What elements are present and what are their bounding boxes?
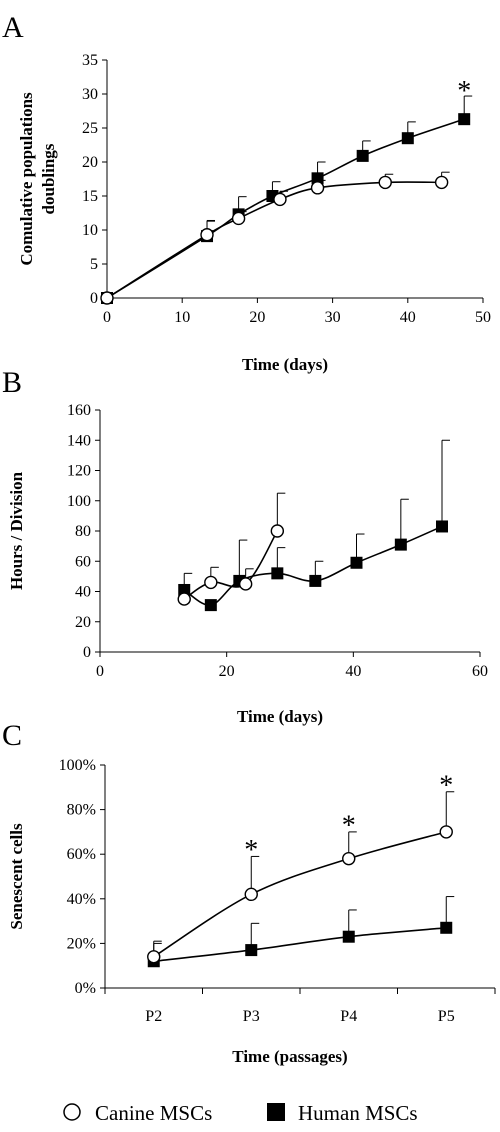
y-tick-label: 80 [75, 523, 91, 540]
significance-star: * [342, 811, 356, 842]
x-tick-label: 20 [249, 309, 265, 326]
y-tick-label: 30 [82, 86, 98, 103]
y-axis-label: Hours / Division [7, 471, 26, 590]
data-point-human [204, 599, 217, 612]
x-tick-label: 0 [103, 309, 111, 326]
y-tick-label: 160 [67, 402, 91, 419]
x-tick-label: P4 [340, 1008, 357, 1025]
y-tick-label: 35 [82, 52, 98, 69]
y-tick-label: 0 [90, 290, 98, 307]
panel-letter-b: B [2, 366, 22, 399]
data-point-human [440, 921, 453, 934]
data-point-canine [342, 851, 356, 866]
y-tick-label: 100 [67, 493, 91, 510]
series-line-human [106, 118, 465, 299]
data-point-canine [177, 592, 191, 606]
x-tick-label: 20 [219, 663, 235, 680]
chart-panel-c: 0% 20% 40% 60% 80% 100% P2 P3 P4 P5 Time (passages… [7, 757, 496, 1066]
y-axis-label: Senescent cells [7, 823, 26, 930]
data-point-canine [273, 192, 287, 207]
y-tick-label: 15 [82, 188, 98, 205]
panel-letter-a: A [2, 11, 24, 44]
data-point-canine [204, 575, 218, 590]
data-point-human [436, 520, 448, 533]
data-point-human [245, 944, 258, 957]
data-point-canine [378, 175, 392, 190]
series-line-canine [153, 831, 447, 958]
data-point-human [401, 132, 414, 145]
x-tick-label: 40 [400, 309, 416, 326]
legend-marker-canine [63, 1103, 81, 1121]
data-point-human [350, 556, 363, 569]
x-tick-label: P2 [145, 1008, 162, 1025]
legend-label-canine: Canine MSCs [95, 1101, 212, 1125]
data-point-canine [434, 175, 449, 190]
y-tick-label: 40 [75, 584, 91, 601]
y-tick-label: 120 [67, 463, 91, 480]
y-tick-label: 20 [82, 154, 98, 171]
data-point-human [311, 172, 324, 185]
y-tick-label: 20% [67, 935, 96, 952]
chart-panel-b: 0 20 40 60 80 100 120 140 160 0 20 40 60 Time (days) H… [7, 402, 488, 726]
significance-star: * [244, 835, 258, 866]
y-tick-label: 60% [67, 846, 96, 863]
data-point-human [394, 538, 407, 551]
chart-panel-a: 0 5 10 15 20 25 30 35 0 10 20 30 40 50 Time (days) Comu… [17, 52, 491, 374]
x-tick-label: 0 [96, 663, 104, 680]
y-tick-label: 40% [67, 891, 96, 908]
series-line-human [183, 525, 443, 606]
data-point-human [342, 930, 355, 943]
y-tick-label: 0% [75, 980, 96, 997]
significance-star: * [457, 76, 471, 107]
data-point-human [271, 567, 284, 580]
x-tick-label: P3 [243, 1008, 260, 1025]
x-axis-label: Time (days) [242, 355, 328, 374]
data-point-human [356, 149, 369, 162]
y-tick-label: 20 [75, 614, 91, 631]
data-point-canine [238, 577, 253, 591]
data-point-canine [147, 950, 161, 964]
y-tick-label: 60 [75, 553, 91, 570]
x-axis-label: Time (days) [237, 707, 323, 726]
y-tick-label: 5 [90, 256, 98, 273]
data-point-canine [244, 887, 258, 902]
x-tick-label: 10 [174, 309, 190, 326]
data-point-canine [310, 181, 325, 195]
data-point-human [309, 574, 322, 587]
data-point-canine [231, 211, 246, 226]
significance-star: * [439, 770, 453, 801]
data-point-human [458, 113, 471, 126]
y-tick-label: 0 [83, 644, 91, 661]
y-tick-label: 100% [59, 757, 96, 774]
y-axis-label-line2: doublings [39, 143, 58, 214]
data-point-canine [270, 524, 285, 538]
data-point-canine [439, 825, 453, 839]
y-tick-label: 10 [82, 222, 98, 239]
y-tick-label: 25 [82, 120, 98, 137]
y-tick-label: 80% [67, 802, 96, 819]
x-tick-label: 30 [325, 309, 341, 326]
x-tick-label: 60 [472, 663, 488, 680]
x-tick-label: P5 [438, 1008, 455, 1025]
series-line-canine [183, 530, 279, 600]
y-axis-label: Comulative populations [17, 92, 36, 266]
x-tick-label: 50 [475, 309, 491, 326]
series-line-human [153, 926, 447, 963]
data-point-human [178, 583, 191, 596]
panel-letter-c: C [2, 719, 22, 752]
legend-label-human: Human MSCs [298, 1101, 418, 1125]
legend: Canine MSCs Human MSCs [63, 1101, 418, 1125]
data-point-canine [100, 291, 114, 305]
data-point-canine [200, 228, 214, 242]
y-tick-label: 140 [67, 432, 91, 449]
x-axis-label: Time (passages) [232, 1047, 347, 1066]
x-tick-label: 40 [345, 663, 361, 680]
legend-marker-human [267, 1103, 285, 1121]
